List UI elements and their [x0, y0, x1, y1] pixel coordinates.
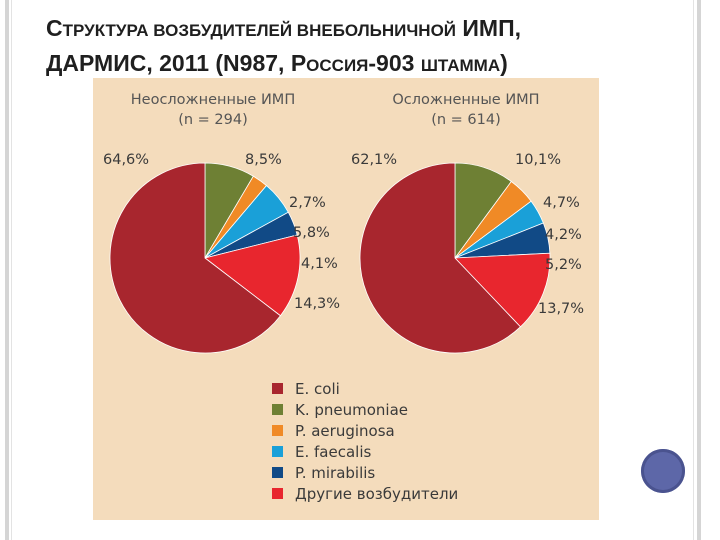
chart-title: Неосложненные ИМП: [131, 92, 295, 108]
chart-title: Осложненные ИМП: [392, 92, 539, 108]
legend-label: Другие возбудители: [295, 485, 458, 503]
title-seg: -903: [368, 50, 421, 76]
legend-swatch: [272, 383, 283, 394]
legend-label: K. pneumoniae: [295, 401, 408, 419]
slice-label: 14,3%: [294, 296, 340, 312]
slice-label: 8,5%: [245, 152, 282, 168]
legend-label: P. mirabilis: [295, 464, 375, 482]
slide-nav-button[interactable]: [641, 449, 685, 493]
title-seg: ОССИЯ: [306, 56, 369, 75]
pie-slice: [359, 162, 522, 354]
slide-frame-right-inner: [693, 0, 694, 540]
legend-swatch: [272, 488, 283, 499]
title-seg: ДАРМИС, 2011 (N987, Р: [46, 50, 307, 76]
slice-label: 5,2%: [545, 257, 582, 273]
legend-swatch: [272, 446, 283, 457]
slice-label: 62,1%: [351, 152, 397, 168]
title-seg: ШТАММА: [420, 56, 501, 75]
slice-label: 4,7%: [543, 195, 580, 211]
slice-label: 10,1%: [515, 152, 561, 168]
pie-charts-svg: Неосложненные ИМП (n = 294) 64,6% 8,5% 2,7% 5…: [103, 92, 584, 503]
slide-frame-right: [697, 0, 701, 540]
slide-title: СТРУКТУРА ВОЗБУДИТЕЛЕЙ ВНЕБОЛЬНИЧНОЙ ИМП…: [46, 12, 686, 82]
legend-label: E. coli: [295, 380, 340, 398]
slice-label: 4,1%: [301, 256, 338, 272]
pie-slice: [454, 252, 551, 328]
legend-swatch: [272, 467, 283, 478]
title-line-2: ДАРМИС, 2011 (N987, РОССИЯ-903 ШТАММА): [46, 50, 508, 76]
slide-frame-left-inner: [11, 0, 12, 540]
chart-subtitle: (n = 294): [178, 112, 248, 128]
slice-label: 5,8%: [293, 225, 330, 241]
legend-swatch: [272, 404, 283, 415]
title-seg: ТРУКТУРА ВОЗБУДИТЕЛЕЙ ВНЕБОЛЬНИЧНОЙ: [62, 21, 457, 40]
slice-label: 64,6%: [103, 152, 149, 168]
pie-slice: [204, 234, 301, 317]
title-seg: ИМП,: [456, 15, 522, 41]
chart-subtitle: (n = 614): [431, 112, 501, 128]
title-line-1: СТРУКТУРА ВОЗБУДИТЕЛЕЙ ВНЕБОЛЬНИЧНОЙ ИМП…: [46, 15, 521, 41]
chart-panel: Неосложненные ИМП (n = 294) 64,6% 8,5% 2,7% 5…: [93, 78, 599, 520]
legend-swatch: [272, 425, 283, 436]
slice-label: 13,7%: [538, 301, 584, 317]
pie-slice: [109, 162, 281, 354]
slice-label: 2,7%: [289, 195, 326, 211]
title-seg: ): [500, 50, 508, 76]
slide-frame-left: [5, 0, 9, 540]
slice-label: 4,2%: [545, 227, 582, 243]
legend-label: E. faecalis: [295, 443, 371, 461]
legend-label: P. aeruginosa: [295, 422, 395, 440]
title-seg: С: [46, 15, 63, 41]
